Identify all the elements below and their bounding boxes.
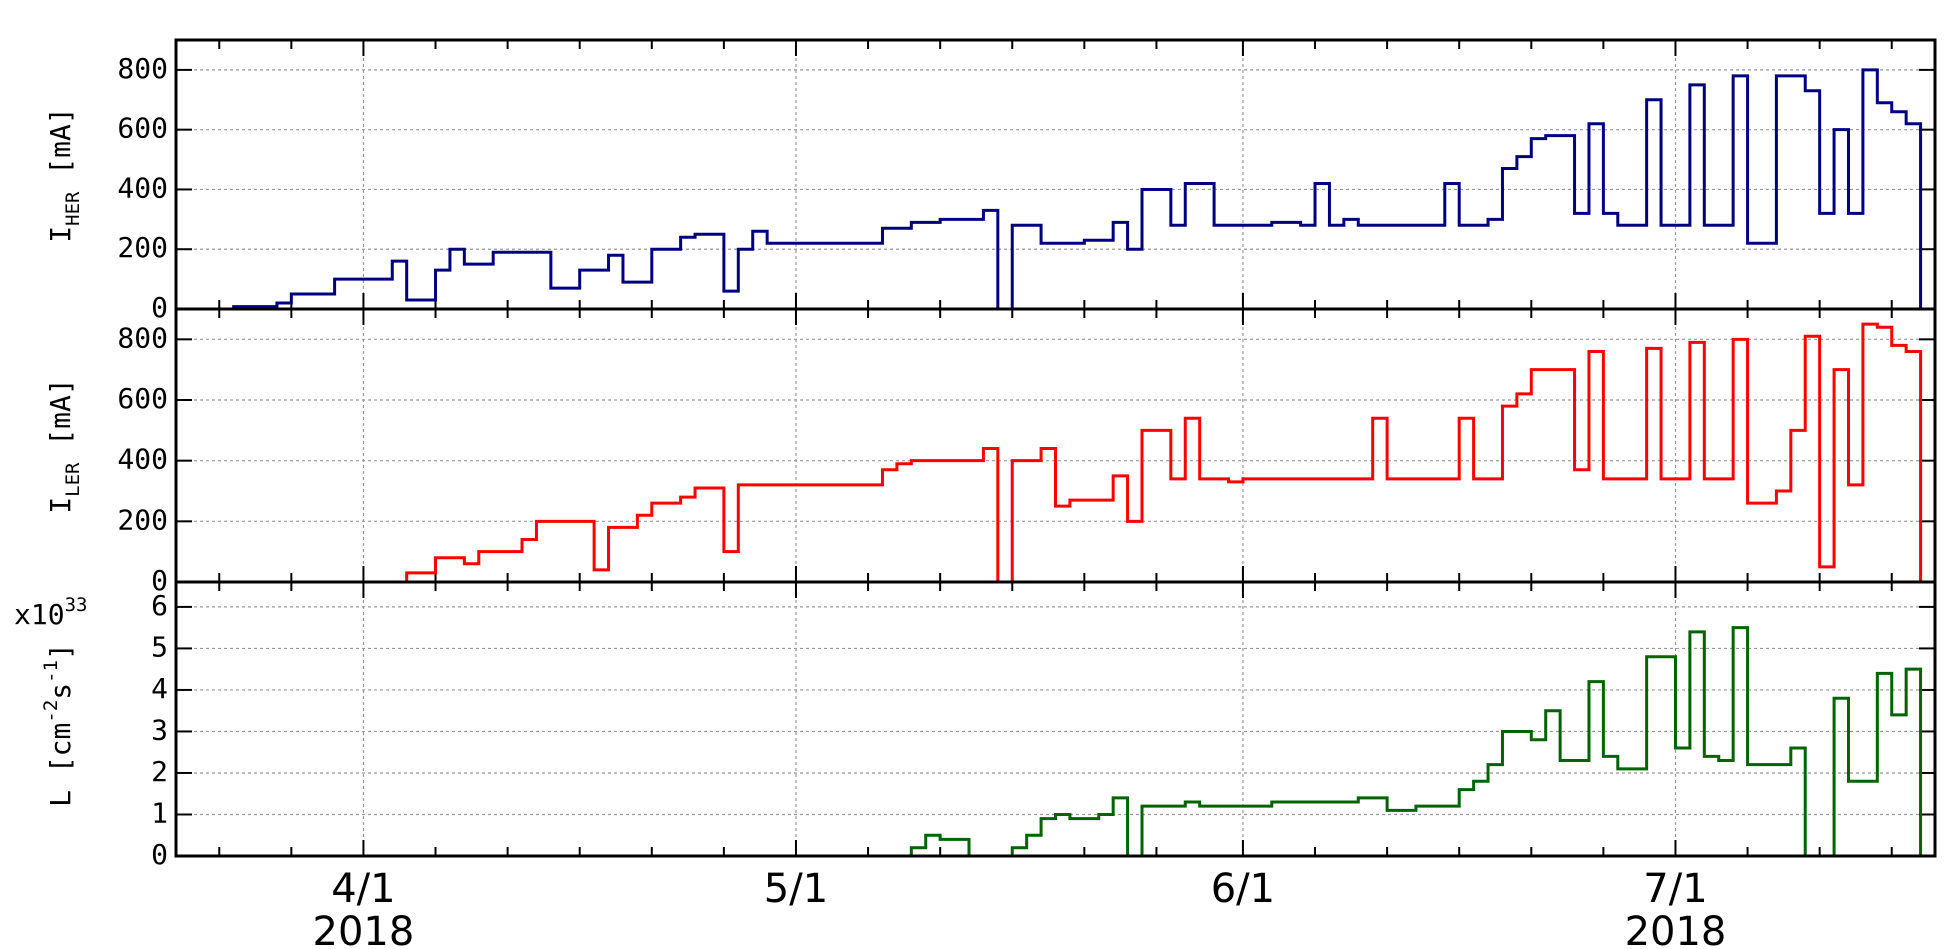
y-tick-label: 2 (151, 755, 168, 788)
multiplier: x1033 (14, 594, 87, 632)
data-line (176, 322, 1923, 584)
label-superscript: -2 (40, 700, 62, 723)
label-part: L [cm (44, 723, 77, 807)
y-tick-label: 800 (117, 52, 168, 85)
y-tick-label: 4 (151, 672, 168, 705)
label-part: [mA] (44, 378, 77, 462)
x-tick-label: 7/1 (1643, 866, 1707, 912)
label-part: ] (44, 643, 77, 660)
x-tick-year: 2018 (1625, 909, 1727, 949)
data-line (882, 626, 1923, 858)
x-tick-year: 2018 (313, 909, 415, 949)
label-part: [mA] (44, 107, 77, 191)
label-part: I (44, 497, 77, 514)
multiplier-base: x10 (14, 598, 65, 631)
y-tick-label: 600 (117, 382, 168, 415)
y-axis-label: IHER [mA] (44, 107, 84, 242)
y-tick-label: 6 (151, 589, 168, 622)
x-tick-label: 5/1 (764, 866, 828, 912)
y-tick-label: 800 (117, 321, 168, 354)
y-tick-label: 400 (117, 443, 168, 476)
x-tick-label: 6/1 (1211, 866, 1275, 912)
y-axis-label: ILER [mA] (44, 378, 84, 513)
y-tick-label: 0 (151, 564, 168, 597)
y-tick-label: 200 (117, 231, 168, 264)
label-part: s (44, 683, 77, 700)
label-subscript: HER (62, 191, 84, 226)
panel-frame (174, 580, 1937, 858)
y-tick-label: 400 (117, 171, 168, 204)
y-tick-label: 3 (151, 713, 168, 746)
y-tick-label: 1 (151, 796, 168, 829)
y-axis-label: L [cm-2s-1] (40, 643, 78, 807)
y-tick-label: 5 (151, 630, 168, 663)
label-subscript: LER (62, 462, 84, 497)
label-part: I (44, 226, 77, 243)
y-tick-label: 0 (151, 838, 168, 871)
panel-frame (174, 307, 1937, 584)
y-tick-label: 0 (151, 291, 168, 324)
y-tick-label: 200 (117, 503, 168, 536)
multiplier-exponent: 33 (65, 594, 88, 616)
label-superscript: -1 (40, 660, 62, 683)
data-line (204, 68, 1923, 311)
y-tick-label: 600 (117, 112, 168, 145)
x-tick-label: 4/1 (331, 866, 395, 912)
